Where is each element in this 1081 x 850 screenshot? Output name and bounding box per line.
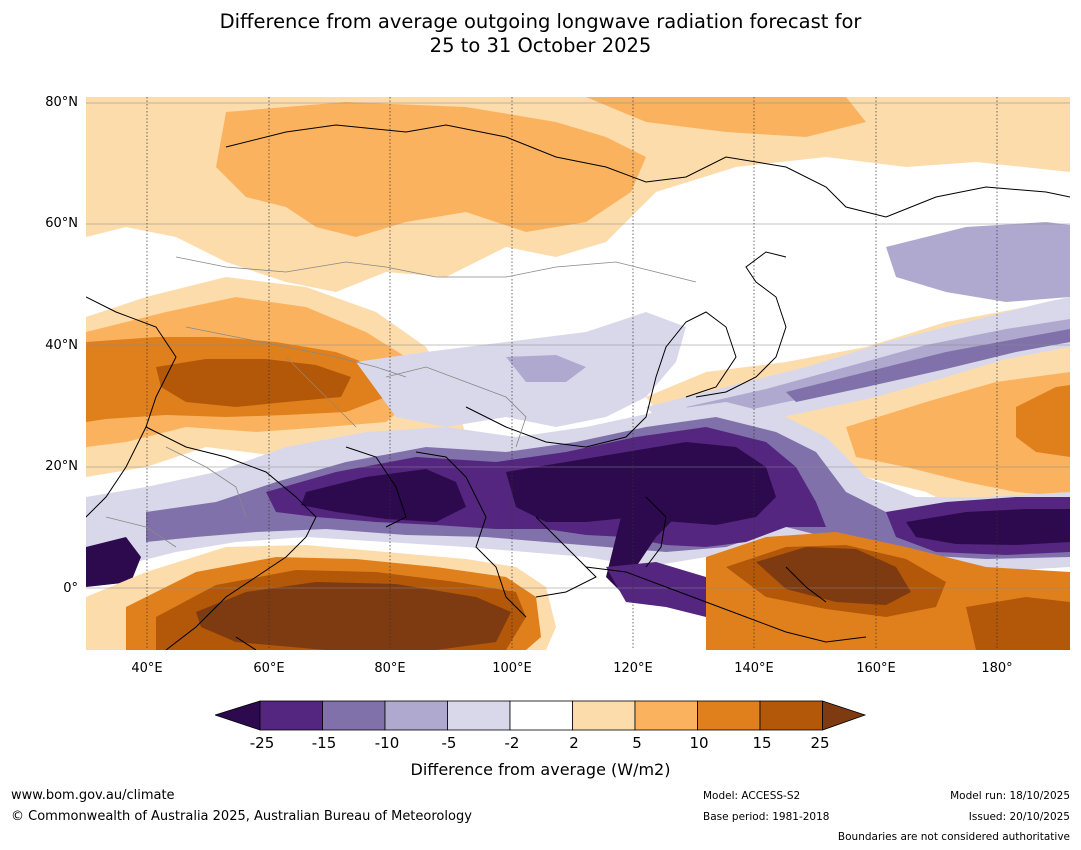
colorbar-tick-5: -2 — [504, 734, 520, 752]
footer-disclaimer: Boundaries are not considered authoritat… — [837, 831, 1070, 843]
colorbar-tick-1: -25 — [249, 734, 275, 752]
anomaly-region-china-purple — [506, 355, 586, 382]
anomaly-region-northpacific-purple — [886, 222, 1070, 302]
anomaly-region-arctic-orange — [586, 97, 866, 137]
colorbar-tick-10: 25 — [810, 734, 830, 752]
chart-title: Difference from average outgoing longwav… — [0, 10, 1081, 58]
footer-model: Model: ACCESS-S2 — [703, 790, 801, 802]
graticule — [86, 102, 1070, 589]
olr-anomaly-map — [86, 97, 1070, 650]
anomaly-region-south-pacific-dark-brown — [756, 547, 911, 605]
lat-label-60n: 60°N — [45, 216, 78, 231]
lon-label-180: 180° — [981, 661, 1013, 676]
anomaly-region-south-china-sea-deepest — [506, 442, 776, 525]
lon-label-120e: 120°E — [613, 661, 653, 676]
anomaly-region-nwpacific-mid-purple — [786, 329, 1070, 402]
colorbar-segment-5 — [509, 700, 573, 731]
map-canvas — [86, 97, 1070, 650]
footer-base-period: Base period: 1981-2018 — [703, 811, 830, 823]
colorbar-label: Difference from average (W/m2) — [410, 760, 671, 779]
lon-label-40e: 40°E — [131, 661, 163, 676]
colorbar-segment-9 — [759, 700, 823, 731]
anomaly-region-nwpacific-purple — [686, 319, 1070, 417]
anomaly-region-africa-deepest — [86, 537, 141, 587]
colorbar — [215, 700, 867, 731]
colorbar-tick-2: -15 — [311, 734, 337, 752]
colorbar-segment-6 — [572, 700, 636, 731]
anomaly-region-central-pacific-deepest — [906, 509, 1070, 545]
lat-label-20n: 20°N — [45, 459, 78, 474]
lon-label-160e: 160°E — [856, 661, 896, 676]
colorbar-tick-3: -10 — [374, 734, 400, 752]
lon-label-100e: 100°E — [492, 661, 532, 676]
anomaly-region-pacific-orange — [846, 372, 1070, 497]
colorbar-tick-4: -5 — [441, 734, 457, 752]
anomaly-region-siberia-orange — [216, 102, 646, 237]
colorbar-tick-9: 15 — [752, 734, 772, 752]
coastlines — [86, 124, 1070, 650]
title-line-1: Difference from average outgoing longwav… — [219, 10, 862, 33]
footer-url[interactable]: www.bom.gov.au/climate — [11, 788, 175, 803]
colorbar-segment-7 — [634, 700, 698, 731]
lon-label-80e: 80°E — [374, 661, 406, 676]
anomaly-region-southeast-brown — [966, 597, 1070, 650]
colorbar-extend-high — [822, 700, 867, 731]
lat-label-0: 0° — [63, 581, 78, 596]
colorbar-tick-6: 2 — [569, 734, 579, 752]
anomaly-region-pacific-dark-orange — [1016, 385, 1070, 457]
title-line-2: 25 to 31 October 2025 — [429, 34, 652, 57]
colorbar-extend-low — [215, 700, 261, 731]
footer-copyright: © Commonwealth of Australia 2025, Austra… — [11, 809, 472, 824]
footer-issued: Issued: 20/10/2025 — [968, 811, 1070, 823]
anomaly-region-iran-brown — [156, 359, 351, 407]
lat-label-80n: 80°N — [45, 95, 78, 110]
lat-label-40n: 40°N — [45, 338, 78, 353]
colorbar-segment-8 — [697, 700, 761, 731]
colorbar-segment-1 — [259, 700, 323, 731]
colorbar-tick-8: 10 — [689, 734, 709, 752]
country-borders — [105, 256, 697, 548]
anomaly-region-bay-of-bengal-deepest — [301, 469, 466, 522]
colorbar-tick-7: 5 — [632, 734, 642, 752]
lon-label-60e: 60°E — [253, 661, 285, 676]
colorbar-segment-2 — [322, 700, 386, 731]
colorbar-segment-3 — [384, 700, 448, 731]
colorbar-segment-4 — [447, 700, 511, 731]
footer-model-run: Model run: 18/10/2025 — [950, 790, 1070, 802]
lon-label-140e: 140°E — [734, 661, 774, 676]
anomaly-region-indian-ocean-dark-brown — [196, 582, 511, 650]
meridians — [146, 97, 998, 650]
